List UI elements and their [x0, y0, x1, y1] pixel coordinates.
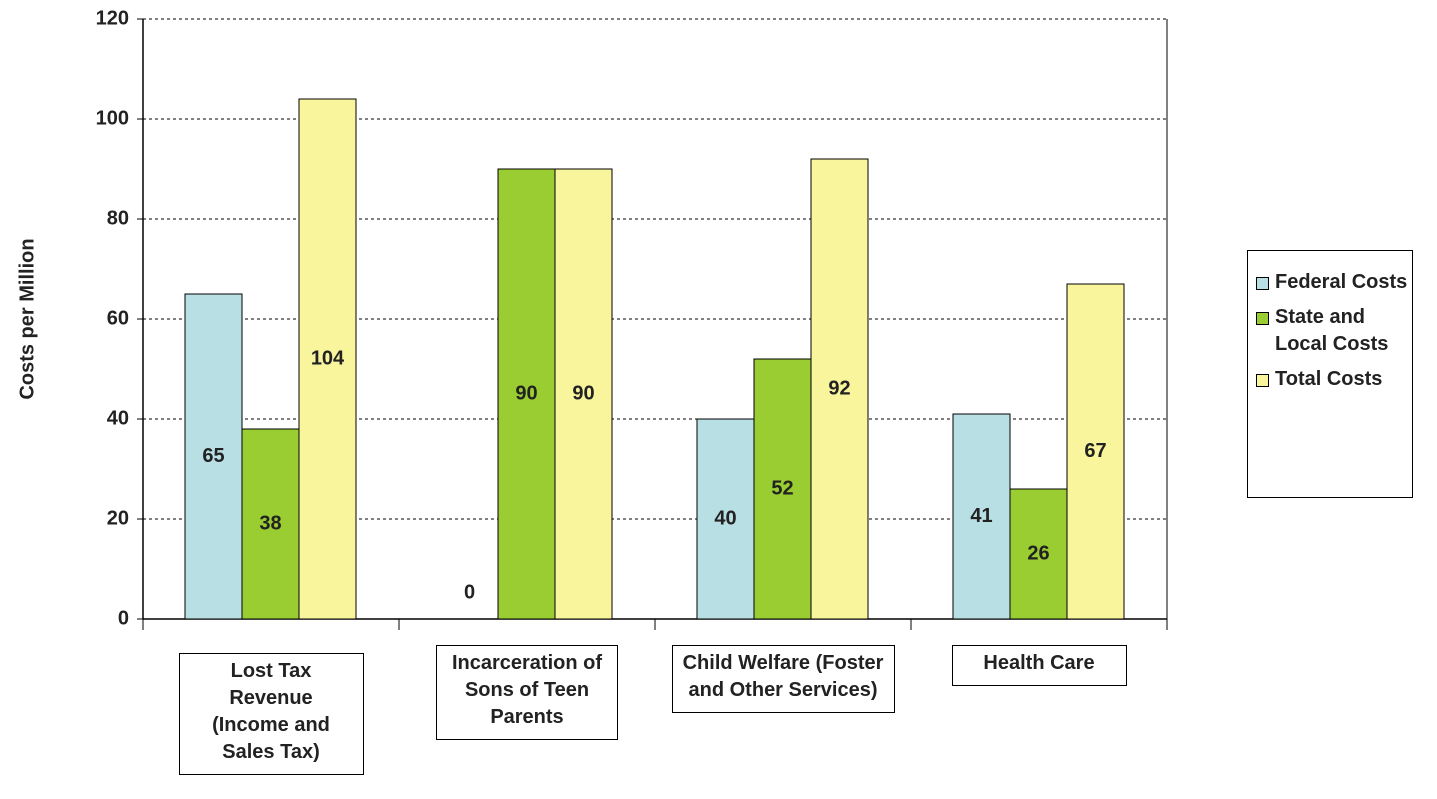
data-label: 90: [515, 382, 537, 404]
legend-swatch: [1256, 374, 1269, 387]
data-label: 26: [1027, 542, 1049, 564]
legend-item: State and Local Costs: [1256, 304, 1412, 358]
data-label: 65: [202, 445, 224, 467]
y-tick-label: 100: [96, 107, 129, 129]
bar: [1066, 283, 1125, 620]
legend-label: Total Costs: [1275, 368, 1383, 390]
data-label: 41: [970, 505, 992, 527]
x-tick-label: Health Care: [951, 645, 1127, 686]
y-tick-label: 20: [107, 507, 129, 529]
bar: [298, 98, 357, 620]
y-axis-label: Costs per Million: [16, 238, 38, 399]
data-label: 0: [464, 581, 475, 603]
bar: [696, 418, 755, 620]
bar: [497, 168, 556, 620]
bar: [952, 413, 1011, 620]
legend-label: State and Local Costs: [1275, 306, 1389, 355]
data-label: 38: [259, 512, 281, 534]
data-label: 67: [1084, 440, 1106, 462]
bar: [241, 428, 300, 620]
legend: Federal Costs State and Local Costs Total …: [1247, 250, 1413, 498]
data-label: 104: [311, 347, 345, 369]
data-label: 40: [714, 507, 736, 529]
legend-label: Federal Costs: [1275, 271, 1408, 293]
x-tick-label: Incarceration of Sons of Teen Parents: [436, 645, 618, 740]
bar: [554, 168, 613, 620]
bar: [753, 358, 812, 620]
bar: [1009, 488, 1068, 620]
data-label: 92: [828, 377, 850, 399]
legend-swatch: [1256, 277, 1269, 290]
y-tick-label: 0: [118, 607, 129, 629]
legend-item: Total Costs: [1256, 366, 1412, 393]
data-label: 52: [771, 477, 793, 499]
data-label: 90: [572, 382, 594, 404]
legend-swatch: [1256, 312, 1269, 325]
bar: [810, 158, 869, 620]
y-tick-label: 60: [107, 307, 129, 329]
y-tick-label: 40: [107, 407, 129, 429]
legend-item: Federal Costs: [1256, 269, 1412, 296]
y-tick-label: 120: [96, 7, 129, 29]
y-tick-label: 80: [107, 207, 129, 229]
x-tick-label: Lost Tax Revenue (Income and Sales Tax): [178, 653, 364, 775]
x-tick-label: Child Welfare (Foster and Other Services…: [671, 645, 895, 713]
